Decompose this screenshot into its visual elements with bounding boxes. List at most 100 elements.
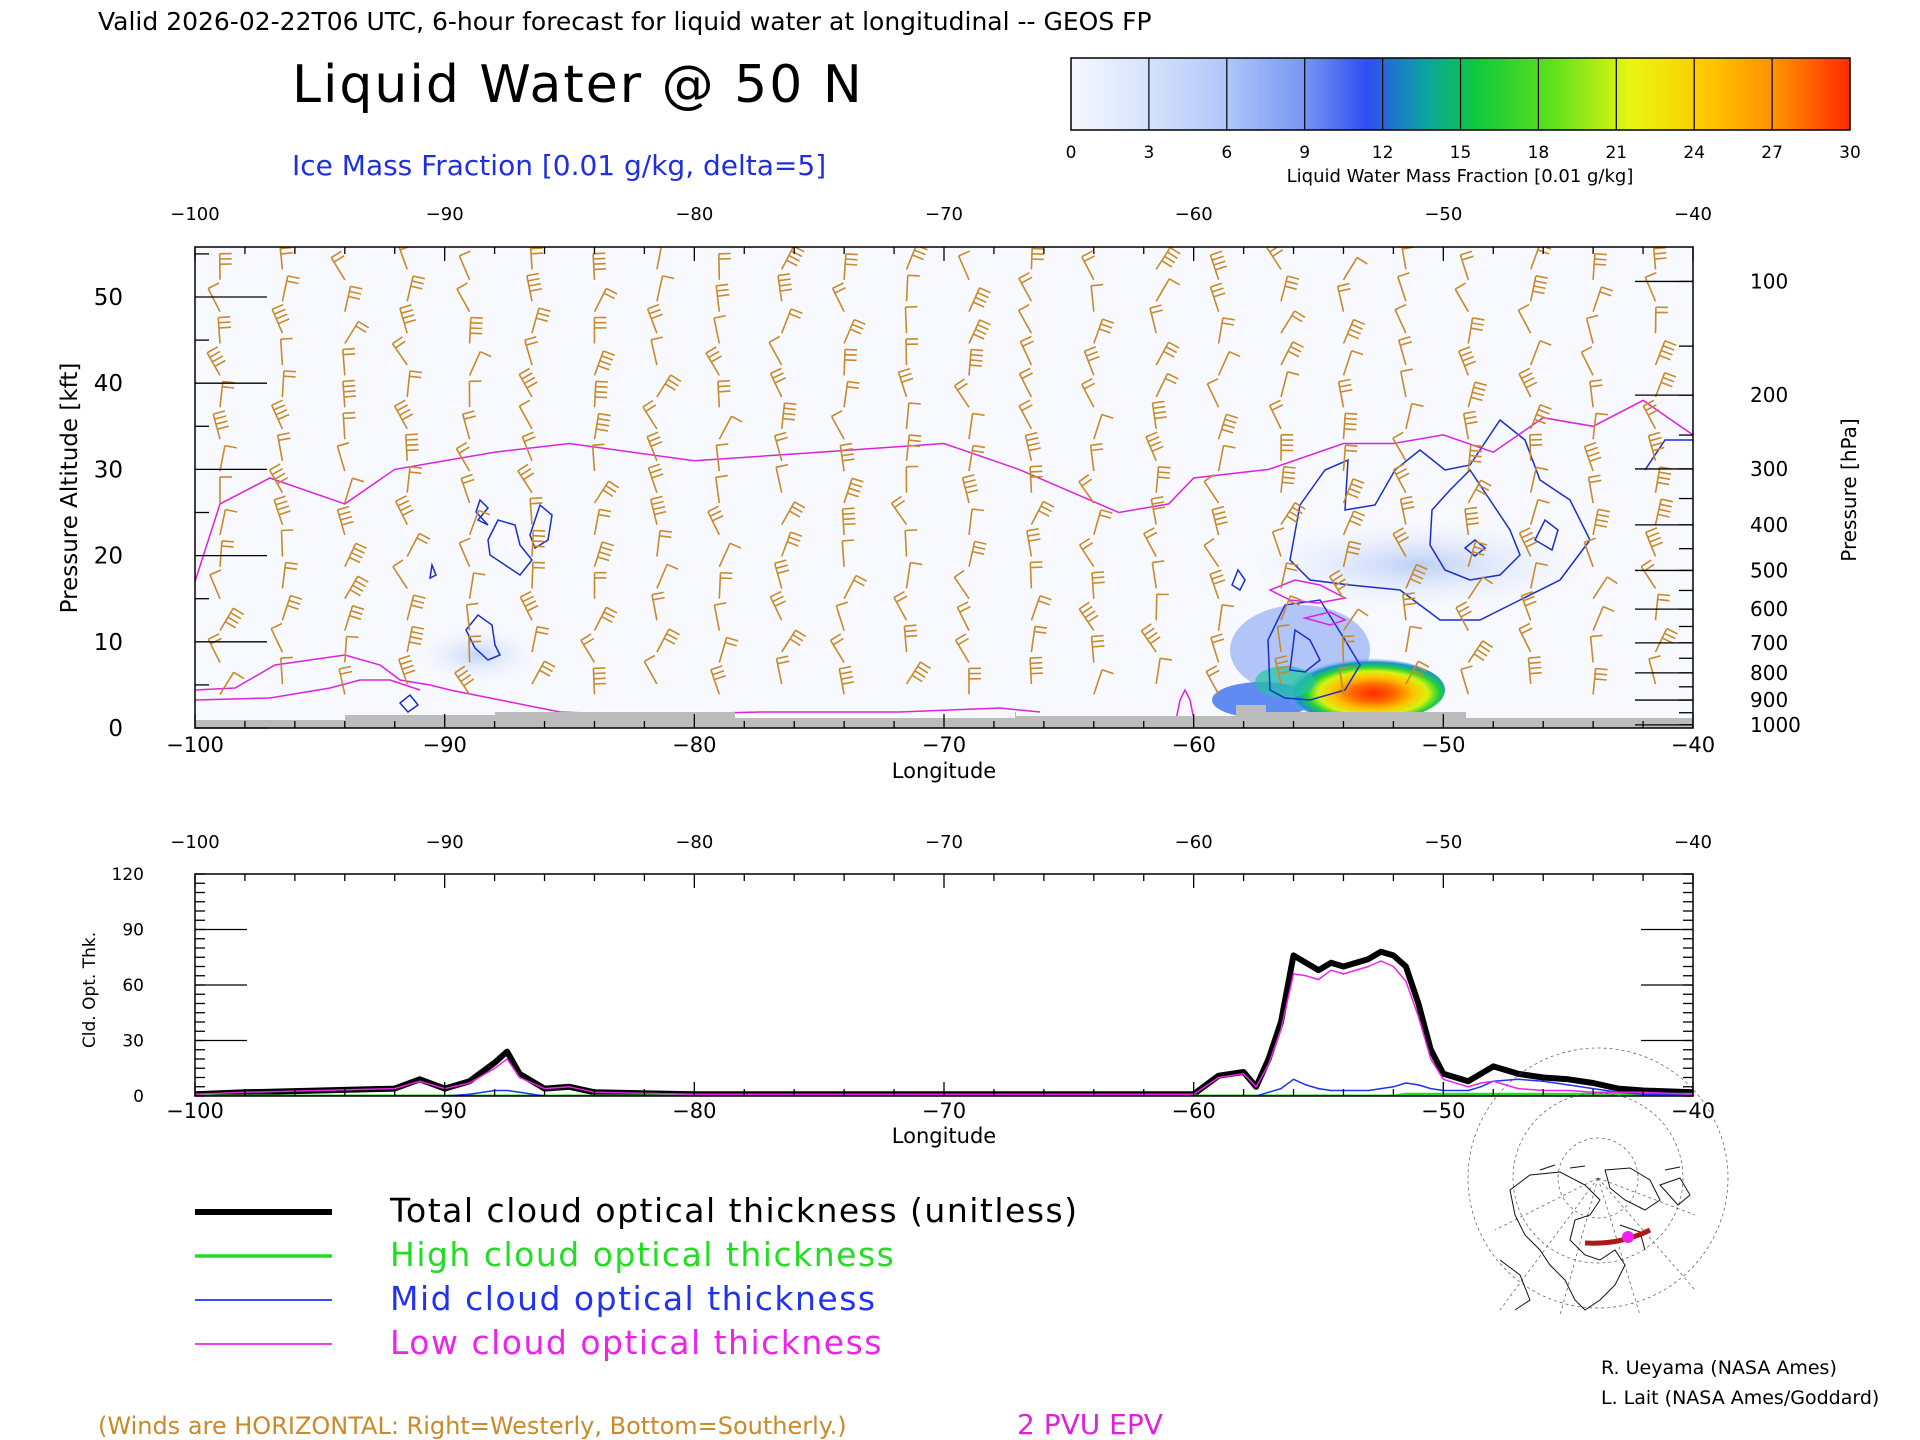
data-point <box>493 1061 496 1064</box>
wind-barb <box>1078 537 1095 568</box>
wind-barb <box>843 380 860 408</box>
ice-contour <box>1289 418 1591 621</box>
data-point <box>418 1080 421 1082</box>
epv-low-level-line <box>1268 579 1348 604</box>
ice-contour <box>1534 518 1559 552</box>
colorbar-ticks: 0 3 6 9 12 15 18 21 24 27 30 <box>1066 143 1861 163</box>
ice-contour <box>1429 468 1521 581</box>
data-point <box>518 1076 521 1079</box>
upper-y-tick-label-right: 1000 <box>1750 713 1801 737</box>
ice-cloud-shading <box>1250 520 1590 610</box>
lower-x-tick-label-bottom: −100 <box>166 1099 224 1123</box>
lower-x-tick-label-top: −100 <box>170 832 219 853</box>
data-point <box>1430 1049 1432 1051</box>
wind-barb <box>1464 506 1480 536</box>
wind-barb <box>342 411 356 440</box>
wind-barb <box>1654 498 1673 525</box>
wind-barb <box>968 667 981 695</box>
data-point <box>568 1086 571 1088</box>
wind-barb <box>521 431 536 462</box>
wind-barb <box>773 431 788 462</box>
data-point <box>1430 1058 1432 1060</box>
lower-y-tick-label: 0 <box>133 1087 144 1107</box>
wind-barb <box>405 433 419 461</box>
wind-barb <box>529 247 544 270</box>
ice-contour <box>429 562 437 580</box>
location-marker <box>1622 1231 1634 1243</box>
wind-barb <box>769 367 787 398</box>
terrain-block <box>1236 705 1266 728</box>
wind-barb <box>531 660 556 685</box>
data-point <box>1367 1089 1370 1092</box>
wind-barb <box>281 275 300 302</box>
wind-barb <box>781 501 806 525</box>
wind-barb <box>1030 500 1055 525</box>
wind-barb <box>1592 412 1608 440</box>
wind-barb <box>1589 379 1603 408</box>
data-point <box>1467 1080 1470 1082</box>
wind-barb <box>531 561 545 589</box>
data-point <box>1267 1091 1270 1094</box>
data-point <box>1255 1086 1257 1088</box>
wind-barb <box>1018 367 1033 398</box>
wind-barb <box>207 282 221 313</box>
data-point <box>1380 1087 1382 1090</box>
upper-x-axis-label: Longitude <box>892 759 996 783</box>
data-point <box>1542 1076 1544 1079</box>
wind-barb <box>1718 350 1736 375</box>
terrain-block <box>1266 712 1466 728</box>
wind-barb <box>1405 402 1424 430</box>
wind-barb <box>656 275 675 302</box>
legend-label: High cloud optical thickness <box>390 1235 895 1274</box>
wind-barb <box>399 304 417 334</box>
wind-barb <box>717 379 731 408</box>
wind-barb <box>1467 541 1488 568</box>
wind-barb <box>718 252 731 280</box>
wind-barb <box>1151 560 1165 589</box>
data-point <box>1317 978 1320 981</box>
wind-barb <box>270 399 290 430</box>
legend-entry: Low cloud optical thickness <box>195 1323 881 1362</box>
wind-barb <box>458 250 471 281</box>
lower-x-tick-label-top: −80 <box>675 832 713 853</box>
credit-lait: L. Lait (NASA Ames/Goddard) <box>1601 1387 1879 1409</box>
wind-barb <box>905 561 923 589</box>
wind-barb <box>1149 304 1164 334</box>
wind-barb <box>1093 318 1115 344</box>
wind-barb <box>344 477 365 504</box>
wind-barb <box>968 287 991 313</box>
wind-barb <box>780 402 797 429</box>
data-point <box>1417 1093 1420 1095</box>
wind-barb <box>1342 349 1364 376</box>
lower-x-tick-label-bottom: −50 <box>1421 1099 1465 1123</box>
wind-barb <box>647 463 664 493</box>
lower-x-tick-label-bottom: −40 <box>1671 1099 1715 1123</box>
data-point <box>1242 1073 1245 1075</box>
wind-barb <box>1527 656 1542 685</box>
upper-axis-labels: −100 −100 −90 −90 −80 −80 −70 −70 −60 −60 −50 −50 −4… <box>94 204 1801 757</box>
wind-barb <box>468 316 483 344</box>
wind-barb <box>1155 247 1181 270</box>
wind-barb <box>1529 498 1550 525</box>
wind-barb <box>968 540 987 567</box>
wind-barb <box>524 336 539 366</box>
data-point <box>1405 965 1407 968</box>
wind-barb <box>1342 444 1358 472</box>
wind-barb <box>1399 495 1415 525</box>
wind-barb <box>1342 318 1366 344</box>
wind-barb <box>344 285 363 312</box>
upper-x-tick-label-bottom: −40 <box>1671 733 1715 757</box>
wind-barb <box>1080 377 1096 408</box>
wind-barb <box>1338 666 1352 695</box>
data-point <box>1417 1002 1420 1005</box>
data-point <box>1617 1093 1619 1095</box>
wind-barb <box>1280 371 1300 398</box>
lower-x-tick-label-top: −60 <box>1175 832 1213 853</box>
wind-barb <box>1155 657 1173 685</box>
wind-barb <box>1520 590 1537 621</box>
data-point <box>1405 980 1407 983</box>
lower-y-tick-label: 30 <box>122 1032 144 1052</box>
wind-barb <box>1280 275 1300 302</box>
data-point <box>1467 1093 1470 1095</box>
data-point <box>1305 1084 1307 1086</box>
